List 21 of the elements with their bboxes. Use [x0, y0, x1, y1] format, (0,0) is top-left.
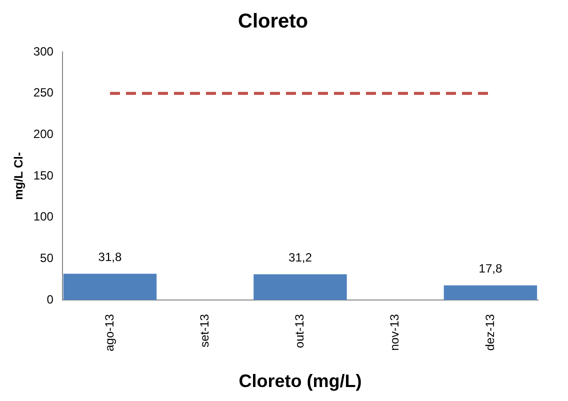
- bar: [444, 285, 538, 300]
- x-axis-title: Cloreto (mg/L): [238, 371, 362, 392]
- data-label: 17,8: [478, 262, 502, 276]
- x-tick-label: ago-13: [102, 314, 116, 352]
- data-label: 31,8: [98, 250, 122, 264]
- y-tick-label: 50: [40, 251, 54, 266]
- y-tick-label: 300: [33, 44, 54, 58]
- x-tick-label: set-13: [197, 314, 212, 348]
- bar: [63, 274, 157, 300]
- x-tick-label: out-13: [292, 314, 307, 348]
- y-tick-label: 100: [33, 210, 54, 224]
- x-tick-label: nov-13: [388, 314, 402, 351]
- x-tick-label: dez-13: [482, 314, 497, 351]
- data-label: 31,2: [288, 250, 312, 265]
- y-tick-label: 0: [46, 292, 54, 306]
- chart-title: Cloreto: [238, 10, 308, 33]
- y-axis-title: mg/L Cl-: [12, 152, 26, 200]
- y-tick-label: 250: [33, 86, 54, 100]
- y-tick-label: 200: [33, 126, 54, 141]
- bar: [254, 274, 347, 300]
- y-tick-label: 150: [33, 168, 54, 182]
